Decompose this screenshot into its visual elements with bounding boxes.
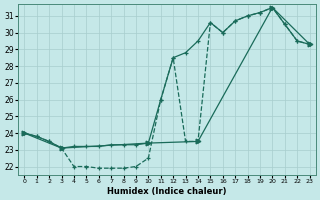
X-axis label: Humidex (Indice chaleur): Humidex (Indice chaleur) xyxy=(107,187,227,196)
